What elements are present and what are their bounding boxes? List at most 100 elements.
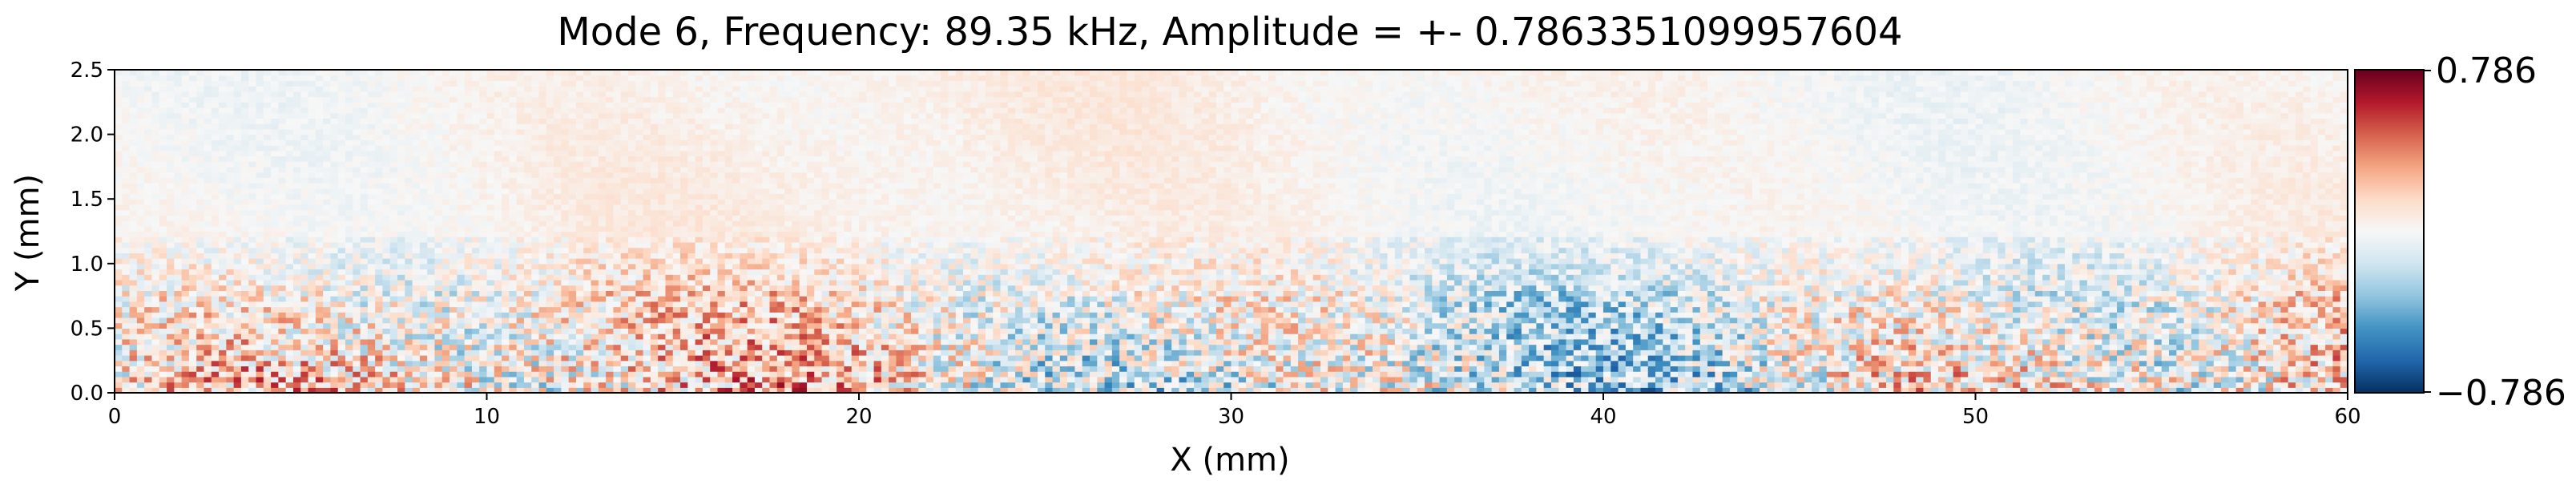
heatmap-cell [1521, 328, 1530, 334]
heatmap-cell [1588, 306, 1597, 313]
heatmap-cell [836, 306, 845, 313]
heatmap-cell [1871, 338, 1880, 346]
heatmap-cell [509, 360, 518, 367]
heatmap-cell [2221, 360, 2229, 367]
heatmap-cell [509, 371, 518, 378]
heatmap-cell [464, 338, 473, 346]
heatmap-cell [1930, 328, 1939, 334]
heatmap-cell [598, 317, 607, 324]
heatmap-cell [1491, 371, 1500, 378]
heatmap-cell [821, 344, 830, 350]
heatmap-cell [516, 371, 525, 378]
heatmap-cell [1550, 354, 1559, 362]
heatmap-cell [985, 317, 994, 324]
heatmap-cell [330, 312, 339, 318]
heatmap-cell [1498, 382, 1507, 388]
heatmap-cell [1007, 328, 1016, 334]
heatmap-cell [1514, 333, 1522, 340]
heatmap-cell [181, 376, 190, 383]
heatmap-cell [1781, 338, 1790, 346]
heatmap-cell [1796, 322, 1805, 329]
heatmap-cell [1960, 312, 1969, 318]
heatmap-cell [1990, 371, 1998, 378]
heatmap-cell [784, 333, 792, 340]
heatmap-cell [844, 360, 853, 367]
heatmap-cell [204, 382, 212, 388]
heatmap-cell [546, 360, 554, 367]
heatmap-cell [345, 328, 353, 334]
heatmap-cell [628, 328, 636, 334]
heatmap-cell [300, 371, 309, 378]
heatmap-cell [1729, 371, 1738, 378]
heatmap-cell [702, 350, 711, 356]
heatmap-cell [554, 366, 562, 372]
heatmap-cell [1186, 344, 1195, 350]
heatmap-cell [151, 301, 160, 308]
heatmap-cell [2086, 376, 2095, 383]
heatmap-cell [278, 306, 287, 313]
heatmap-cell [784, 350, 792, 356]
heatmap-cell [1290, 301, 1299, 308]
heatmap-cell [814, 366, 823, 372]
heatmap-cell [911, 360, 919, 367]
heatmap-cell [1350, 350, 1359, 356]
heatmap-cell [1826, 344, 1835, 350]
heatmap-cell [2176, 333, 2185, 340]
heatmap-cell [271, 382, 279, 388]
heatmap-cell [814, 312, 823, 318]
heatmap-cell [1603, 376, 1611, 383]
heatmap-cell [1595, 338, 1604, 346]
heatmap-cell [1663, 328, 1671, 334]
heatmap-cell [167, 382, 175, 388]
heatmap-cell [1342, 306, 1351, 313]
heatmap-cell [1886, 382, 1894, 388]
heatmap-cell [620, 333, 629, 340]
heatmap-cell [1633, 360, 1642, 367]
heatmap-cell [546, 333, 554, 340]
heatmap-cell [1290, 376, 1299, 383]
heatmap-cell [1938, 344, 1946, 350]
heatmap-cell [136, 344, 145, 350]
heatmap-cell [1365, 382, 1373, 388]
heatmap-cell [419, 354, 428, 362]
heatmap-cell [1581, 360, 1590, 367]
heatmap-cell [554, 338, 562, 346]
heatmap-cell [963, 301, 971, 308]
heatmap-cell [754, 376, 763, 383]
heatmap-cell [412, 360, 421, 367]
heatmap-cell [978, 306, 986, 313]
heatmap-cell [1067, 350, 1076, 356]
heatmap-cell [1089, 354, 1098, 362]
heatmap-cell [308, 328, 316, 334]
heatmap-cell [353, 301, 361, 308]
heatmap-cell [233, 382, 242, 388]
heatmap-cell [993, 382, 1002, 388]
heatmap-cell [1238, 317, 1247, 324]
heatmap-cell [1111, 328, 1120, 334]
heatmap-cell [2169, 382, 2177, 388]
heatmap-cell [2094, 387, 2103, 393]
heatmap-cell [434, 338, 443, 346]
heatmap-cell [1760, 350, 1768, 356]
heatmap-cell [353, 387, 361, 393]
heatmap-cell [1074, 312, 1083, 318]
heatmap-cell [1446, 354, 1455, 362]
heatmap-cell [1409, 301, 1418, 308]
heatmap-cell [2086, 360, 2095, 367]
heatmap-cell [1744, 338, 1753, 346]
heatmap-cell [1744, 306, 1753, 313]
chart-title: Mode 6, Frequency: 89.35 kHz, Amplitude … [557, 10, 1902, 55]
heatmap-cell [1737, 354, 1746, 362]
heatmap-cell [2102, 350, 2110, 356]
heatmap-cell [1163, 387, 1172, 393]
heatmap-cell [2079, 328, 2088, 334]
heatmap-cell [2280, 354, 2289, 362]
heatmap-cell [1409, 376, 1418, 383]
heatmap-cell [1930, 387, 1939, 393]
heatmap-cell [568, 306, 577, 313]
heatmap-cell [1789, 317, 1798, 324]
heatmap-cell [2191, 322, 2199, 329]
heatmap-cell [1848, 366, 1857, 372]
heatmap-cell [1871, 350, 1880, 356]
heatmap-cell [397, 333, 405, 340]
